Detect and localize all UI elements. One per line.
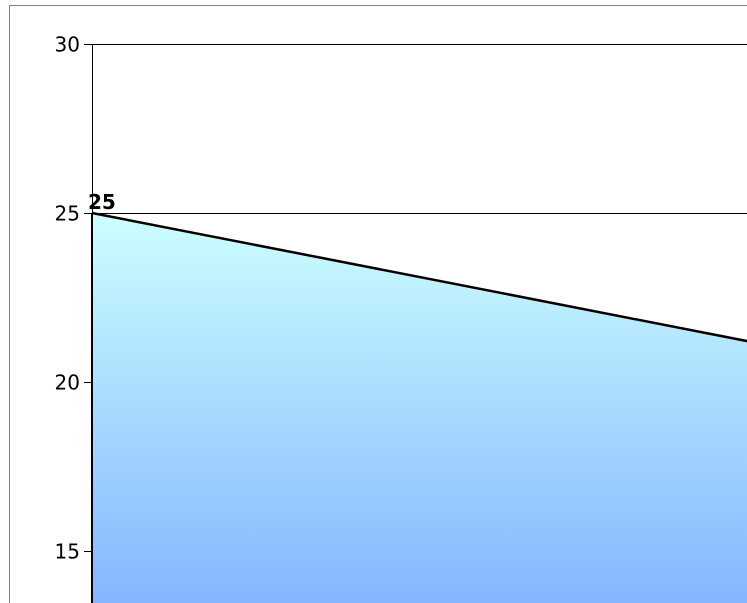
data-label-0: 25 — [88, 190, 116, 214]
gridlines — [92, 44, 747, 214]
y-axis: 15 20 25 30 — [55, 33, 93, 603]
y-tick-label-15: 15 — [55, 540, 80, 564]
area-layer — [91, 211, 747, 603]
y-tick-label-20: 20 — [55, 371, 80, 395]
area-fill — [92, 213, 747, 603]
y-tick-label-25: 25 — [55, 202, 80, 226]
y-tick-label-30: 30 — [55, 33, 80, 57]
series-line — [91, 211, 747, 343]
data-labels: 25 — [88, 190, 116, 214]
chart-border — [9, 5, 747, 603]
